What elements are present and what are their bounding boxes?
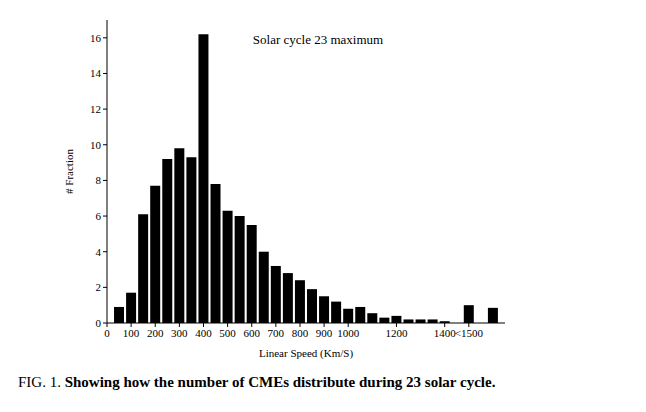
- svg-text:16: 16: [90, 32, 102, 44]
- svg-text:800: 800: [292, 327, 309, 339]
- svg-text:10: 10: [90, 139, 102, 151]
- svg-text:1400: 1400: [434, 327, 457, 339]
- svg-text:100: 100: [123, 327, 140, 339]
- svg-text:500: 500: [219, 327, 236, 339]
- svg-text:0: 0: [104, 327, 110, 339]
- svg-text:# Fraction: # Fraction: [63, 149, 75, 194]
- svg-text:<1500: <1500: [455, 327, 484, 339]
- svg-text:14: 14: [90, 67, 102, 79]
- html-text:Solar cycle 23 maximum: Solar cycle 23 maximum: [252, 32, 384, 47]
- svg-text:600: 600: [243, 327, 260, 339]
- svg-text:300: 300: [171, 327, 188, 339]
- svg-text:900: 900: [316, 327, 333, 339]
- svg-text:1000: 1000: [337, 327, 360, 339]
- svg-text:2: 2: [96, 281, 102, 293]
- svg-text:700: 700: [268, 327, 285, 339]
- svg-text:8: 8: [96, 174, 102, 186]
- html-text:FIG. 1. Showing how the number: FIG. 1. Showing how the number of CMEs d…: [18, 374, 496, 390]
- svg-text:400: 400: [195, 327, 212, 339]
- svg-text:4: 4: [96, 246, 102, 258]
- svg-text:6: 6: [96, 210, 102, 222]
- svg-text:200: 200: [147, 327, 164, 339]
- svg-text:Linear Speed (Km/S): Linear Speed (Km/S): [259, 347, 353, 360]
- svg-text:1200: 1200: [385, 327, 408, 339]
- svg-text:12: 12: [90, 103, 101, 115]
- svg-text:0: 0: [96, 317, 102, 329]
